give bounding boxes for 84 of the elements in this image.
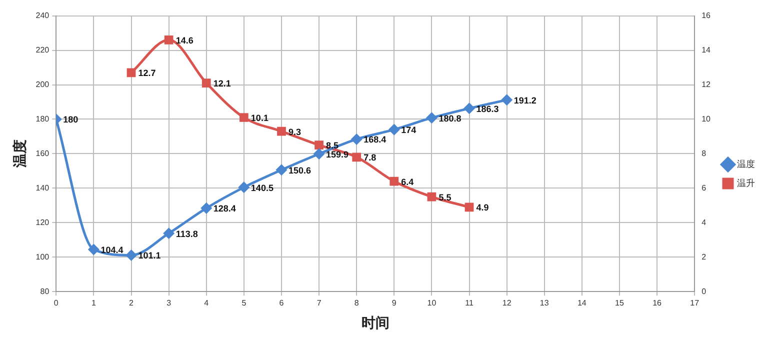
point — [238, 182, 250, 193]
data-label: 4.9 — [476, 202, 489, 213]
data-label: 7.8 — [364, 152, 376, 163]
point — [388, 124, 400, 135]
x-tick-label: 4 — [204, 298, 210, 308]
y2-tick-label: 10 — [702, 114, 712, 124]
data-label: 9.3 — [288, 126, 301, 137]
point — [390, 176, 399, 186]
x-axis-title: 时间 — [361, 314, 390, 330]
x-tick-label: 13 — [540, 298, 550, 308]
data-label: 14.6 — [176, 35, 194, 46]
data-label: 168.4 — [364, 134, 386, 145]
y-tick-label: 220 — [36, 45, 50, 54]
point — [314, 140, 324, 150]
point — [202, 78, 211, 88]
x-tick-label: 0 — [54, 298, 59, 308]
point — [164, 228, 174, 239]
y2-tick-label: 6 — [702, 183, 707, 192]
point — [427, 192, 436, 202]
data-label: 180.8 — [438, 113, 462, 124]
data-label: 159.9 — [326, 149, 349, 160]
x-tick-label: 6 — [279, 298, 284, 308]
x-tick-label: 10 — [427, 298, 437, 308]
y-tick-label: 180 — [36, 114, 50, 124]
x-tick-label: 15 — [615, 298, 624, 308]
data-label: 5.5 — [438, 192, 452, 202]
point — [351, 134, 362, 144]
point — [164, 36, 174, 44]
point — [502, 94, 512, 106]
data-label: 12.1 — [213, 78, 231, 89]
legend-label: 温升 — [737, 178, 755, 188]
x-tick-label: 16 — [652, 298, 662, 308]
y-tick-label: 160 — [36, 148, 50, 158]
point — [426, 112, 437, 124]
data-label: 104.4 — [100, 245, 124, 256]
y2-tick-label: 2 — [702, 252, 707, 262]
data-label: 113.8 — [176, 228, 198, 239]
x-tick-label: 5 — [242, 298, 247, 308]
y-tick-label: 100 — [36, 252, 50, 262]
data-label: 101.1 — [138, 250, 161, 261]
point — [464, 103, 475, 114]
data-label: 186.3 — [476, 104, 499, 114]
point — [464, 202, 474, 212]
data-label: 128.4 — [213, 204, 236, 214]
y2-tick-label: 8 — [702, 148, 707, 158]
y2-tick-label: 4 — [702, 218, 707, 227]
y-tick-label: 240 — [36, 11, 50, 20]
point — [277, 126, 286, 136]
point — [239, 113, 248, 122]
legend-label: 温度 — [737, 158, 755, 169]
y-axis-title: 温度 — [11, 140, 28, 169]
data-label: 140.5 — [250, 182, 274, 193]
point — [352, 152, 362, 162]
y-tick-label: 120 — [36, 218, 50, 227]
y-tick-label: 140 — [36, 183, 50, 192]
y2-tick-label: 12 — [702, 80, 712, 89]
point — [88, 244, 99, 255]
y2-tick-label: 14 — [702, 45, 712, 54]
data-label: 12.7 — [138, 68, 156, 78]
point — [314, 148, 324, 160]
x-tick-label: 3 — [166, 298, 172, 308]
x-tick-label: 12 — [502, 298, 512, 308]
point — [201, 202, 212, 214]
data-label: 10.1 — [250, 112, 268, 123]
data-label: 174 — [401, 125, 416, 136]
y-tick-label: 200 — [36, 80, 50, 89]
x-tick-label: 8 — [354, 298, 360, 308]
data-label: 6.4 — [401, 176, 414, 187]
y2-tick-label: 16 — [702, 11, 712, 20]
x-tick-label: 14 — [577, 298, 587, 308]
point — [126, 68, 136, 78]
data-label: 150.6 — [288, 165, 312, 176]
point — [126, 250, 137, 260]
data-label: 180 — [63, 114, 78, 125]
x-tick-label: 2 — [129, 298, 134, 308]
x-tick-label: 11 — [465, 298, 474, 308]
x-tick-label: 17 — [690, 298, 700, 308]
x-tick-label: 7 — [316, 298, 322, 308]
data-label: 191.2 — [514, 95, 536, 106]
y2-tick-label: 0 — [702, 286, 707, 296]
point — [276, 164, 287, 176]
y-tick-label: 80 — [40, 286, 50, 296]
x-tick-label: 9 — [392, 298, 397, 308]
x-tick-label: 1 — [91, 298, 96, 308]
